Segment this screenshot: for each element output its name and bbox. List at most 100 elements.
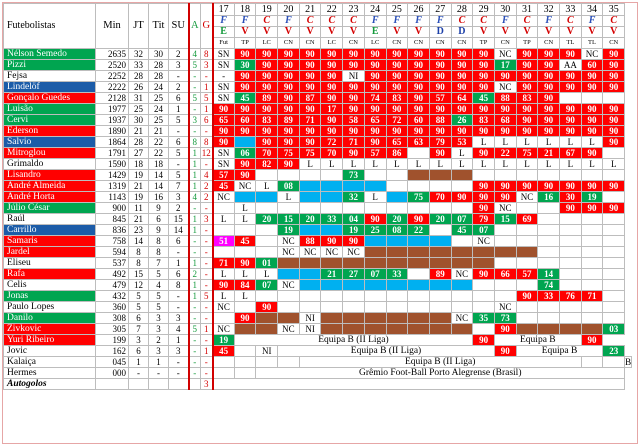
match-cell: 90 <box>277 92 300 104</box>
match-cell: NI <box>342 70 365 82</box>
player-goals: 1 <box>200 81 214 93</box>
match-cell <box>407 279 430 291</box>
player-name: Júlio César <box>3 202 96 214</box>
match-cell: L <box>212 268 235 280</box>
match-cell: 73 <box>342 169 365 181</box>
match-cell: NI <box>298 323 322 335</box>
player-goals: 3 <box>200 59 214 71</box>
match-cell: 57 <box>363 147 387 159</box>
match-cell <box>255 312 279 324</box>
match-cell: 90 <box>363 136 387 148</box>
match-cell <box>602 246 626 258</box>
player-starts: 5 <box>148 290 169 302</box>
match-cell <box>602 290 626 302</box>
match-cell: 45 <box>212 345 235 357</box>
match-cell <box>580 235 604 247</box>
match-cell: 90 <box>233 70 257 82</box>
player-minutes: 199 <box>95 334 129 346</box>
match-cell <box>407 180 430 192</box>
player-row: André Almeida 1319 21 14 7 1 2 45 NC L 08 90 90 90 90 9… <box>3 180 632 192</box>
match-cell: 26 <box>450 114 474 126</box>
match-cell: 90 <box>363 48 387 60</box>
player-games: 25 <box>128 103 149 115</box>
match-cell: L <box>363 191 387 203</box>
match-cell: L <box>472 136 495 148</box>
player-minutes: 432 <box>95 290 129 302</box>
team-note: Equipa B <box>493 334 582 346</box>
match-cell: 82 <box>255 158 279 170</box>
match-result: V <box>342 26 365 38</box>
match-cell <box>320 169 344 181</box>
match-cell <box>559 312 582 324</box>
player-starts: 9 <box>148 202 169 214</box>
player-games: 5 <box>128 290 149 302</box>
player-subs: - <box>168 301 190 313</box>
match-result: E <box>363 26 387 38</box>
player-row: Ederson 1890 21 21- - -90 90 90 90 90 90 90 90 90 90 90… <box>3 125 632 137</box>
player-goals: - <box>200 70 214 82</box>
match-cell <box>450 301 474 313</box>
player-games: 15 <box>128 268 149 280</box>
match-type: LC <box>320 37 344 49</box>
player-goals: - <box>200 334 214 346</box>
match-cell: 90 <box>472 191 495 203</box>
player-row: Pizzi 2520 33 28 3 5 3 SN 30 90 90 90 90 90 90 90 90 90 90… <box>3 59 632 71</box>
match-cell: 83 <box>515 92 539 104</box>
match-cell: 90 <box>428 59 452 71</box>
match-cell <box>580 356 604 368</box>
match-cell: 20 <box>255 213 279 225</box>
player-row: Celis 479 12 4 8 1-90 84 07 NC 74 <box>3 279 632 291</box>
match-cell <box>537 257 560 269</box>
match-cell: 90 <box>537 180 560 192</box>
match-cell: NC <box>493 81 517 93</box>
match-cell: NC <box>450 312 474 324</box>
match-cell: 90 <box>472 59 495 71</box>
match-type: LC <box>363 37 387 49</box>
match-cell: L <box>385 158 409 170</box>
round-number: 18 <box>233 3 257 16</box>
match-cell: 90 <box>472 70 495 82</box>
match-cell: 45 <box>233 235 257 247</box>
player-minutes: 1864 <box>95 136 129 148</box>
round-number: 28 <box>450 3 474 16</box>
match-cell: 90 <box>320 125 344 137</box>
match-cell: 90 <box>559 125 582 137</box>
player-games: 31 <box>128 92 149 104</box>
match-cell: 90 <box>580 70 604 82</box>
match-cell: 71 <box>298 114 322 126</box>
match-cell: NC <box>493 202 517 214</box>
match-cell: 90 <box>472 202 495 214</box>
match-cell: 71 <box>212 257 235 269</box>
match-cell: 90 <box>363 125 387 137</box>
player-goals: 6 <box>200 114 214 126</box>
player-starts: 18 <box>148 158 169 170</box>
match-cell: 90 <box>472 180 495 192</box>
player-goals: 3 <box>200 213 214 225</box>
player-games <box>128 378 149 390</box>
competition-code: C <box>320 15 344 27</box>
player-games: 32 <box>128 48 149 60</box>
match-cell: 90 <box>233 103 257 115</box>
match-cell <box>255 224 279 236</box>
player-name: Paulo Lopes <box>3 301 96 313</box>
match-cell <box>493 246 517 258</box>
match-cell <box>515 323 539 335</box>
match-cell: 90 <box>255 70 279 82</box>
match-cell: 90 <box>493 345 517 357</box>
player-goals: - <box>200 268 214 280</box>
match-cell <box>580 224 604 236</box>
match-cell: 90 <box>602 114 626 126</box>
player-name: Jonas <box>3 290 96 302</box>
match-cell <box>428 169 452 181</box>
match-cell: 90 <box>602 70 626 82</box>
match-cell: NC <box>450 268 474 280</box>
match-cell: 90 <box>580 81 604 93</box>
match-cell <box>602 213 626 225</box>
match-type: LC <box>255 37 279 49</box>
match-cell: L <box>428 158 452 170</box>
player-name: Samaris <box>3 235 96 247</box>
match-cell: 90 <box>407 213 430 225</box>
match-cell <box>277 169 300 181</box>
player-starts: - <box>148 367 169 379</box>
match-cell: L <box>559 158 582 170</box>
